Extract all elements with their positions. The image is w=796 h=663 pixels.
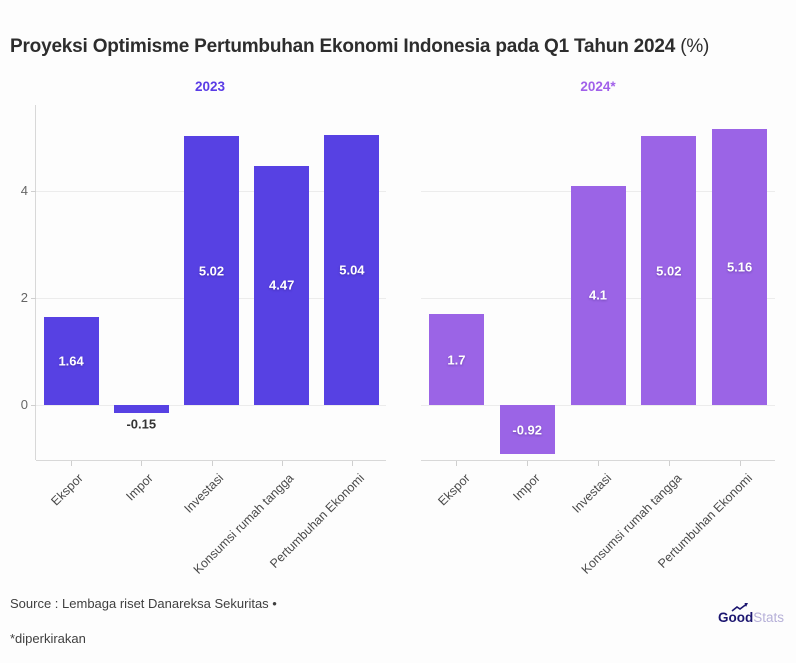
x-axis-label-ekspor: Ekspor: [48, 471, 87, 509]
x-axis-label-impor: Impor: [510, 471, 544, 504]
bar-2024-konsumsi-rumah-tangga: [641, 136, 697, 405]
x-tick-mark: [739, 461, 741, 466]
x-tick-mark: [598, 461, 599, 466]
panel-title-2024: 2024*: [580, 79, 616, 94]
bar-2023-investasi: [184, 136, 239, 405]
value-label: -0.92: [512, 422, 543, 438]
bar-2024-investasi: [570, 185, 626, 405]
value-label: 5.04: [339, 262, 365, 278]
x-tick-mark: [71, 461, 73, 466]
value-label: 5.02: [656, 263, 682, 279]
chart-panel-2023: 0 2 4 1.64 Ekspor -0.15 Impor 5.02 Investasi 4.47…: [21, 105, 386, 577]
panel-title-2023: 2023: [194, 79, 226, 94]
gridline-y0: [421, 405, 775, 406]
x-tick-mark: [527, 461, 529, 466]
source-text: Source : Lembaga riset Danareksa Sekurit…: [10, 596, 277, 611]
bar-2024-ekspor: [428, 314, 484, 405]
y-axis-label-2: 2: [20, 290, 28, 305]
x-tick-mark: [211, 461, 213, 466]
value-label: 5.16: [726, 259, 753, 275]
value-label: 5.02: [198, 263, 225, 279]
y-tick-mark: [31, 405, 36, 406]
y-axis-label-4: 4: [20, 183, 28, 198]
logo-good: Good: [717, 610, 754, 625]
x-axis-label-investasi: Investasi: [181, 471, 227, 516]
x-tick-mark: [351, 461, 353, 466]
bar-2023-impor: [113, 405, 169, 414]
y-tick-mark: [31, 191, 36, 192]
y-tick-mark: [31, 298, 36, 299]
logo-stats: Stats: [753, 610, 784, 625]
value-label: -0.15: [126, 416, 157, 432]
x-axis-line: [36, 460, 386, 461]
value-label: 4.47: [269, 277, 295, 293]
page-title-unit: (%): [675, 36, 710, 57]
page-title: Proyeksi Optimisme Pertumbuhan Ekonomi I…: [10, 36, 790, 58]
value-label: 1.7: [447, 352, 466, 368]
bar-2024-pertumbuhan-ekonomi: [712, 128, 768, 405]
value-label: 4.1: [588, 287, 608, 303]
x-axis-line: [421, 460, 775, 461]
gridline-y0: [36, 405, 386, 406]
x-axis-label-impor: Impor: [123, 471, 157, 504]
value-label: 1.64: [58, 353, 84, 369]
x-tick-mark: [668, 461, 670, 466]
x-tick-mark: [141, 461, 143, 466]
page-title-main: Proyeksi Optimisme Pertumbuhan Ekonomi I…: [10, 36, 676, 57]
x-tick-mark: [281, 461, 283, 466]
bar-2023-konsumsi-rumah-tangga: [254, 165, 310, 405]
x-axis-label-ekspor: Ekspor: [434, 471, 473, 509]
bar-2024-impor: [499, 405, 555, 455]
goodstats-logo: GoodStats: [717, 603, 784, 625]
x-tick-mark: [456, 461, 458, 466]
footnote-text: *diperkirakan: [10, 631, 86, 646]
trend-arrow-icon: [731, 603, 748, 612]
bar-2023-pertumbuhan-ekonomi: [324, 135, 380, 405]
y-axis-label-0: 0: [20, 397, 28, 412]
bar-2023-ekspor: [43, 317, 99, 405]
x-axis-label-investasi: Investasi: [569, 471, 614, 516]
chart-panel-2024: 1.7 Ekspor -0.92 Impor 4.1 Investasi 5.02 Konsu…: [421, 105, 775, 577]
